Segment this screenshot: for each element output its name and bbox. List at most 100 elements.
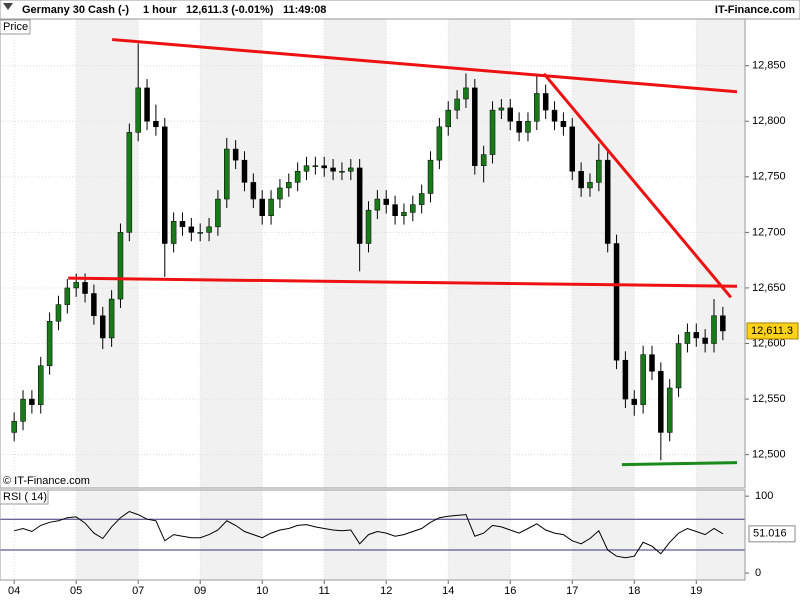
- y-tick-label: 100: [755, 490, 773, 502]
- rsi-frame: [0, 489, 746, 581]
- x-tick-label: 19: [690, 585, 702, 597]
- interval: 1 hour: [143, 4, 177, 16]
- candle-body: [410, 204, 416, 213]
- candle-body: [170, 221, 177, 244]
- y-tick-label: 0: [755, 567, 761, 579]
- y-tick-label: 12,650: [752, 282, 786, 294]
- candle-body: [321, 165, 327, 169]
- candle-body: [613, 243, 620, 361]
- candle-body: [259, 198, 265, 216]
- y-tick-label: 12,500: [752, 449, 786, 461]
- last-price-box: [746, 322, 799, 340]
- day-band: [696, 490, 745, 580]
- candle-body: [427, 159, 434, 194]
- last-price-label: 12,611.3: [751, 325, 793, 337]
- panel-label-box: [0, 19, 31, 35]
- price-frame: [0, 18, 746, 489]
- day-band: [324, 19, 387, 488]
- time: 11:49:08: [283, 4, 326, 16]
- y-tick-label: 12,700: [752, 226, 786, 238]
- y-tick-label: 12,750: [752, 171, 786, 183]
- x-tick-label: 14: [442, 585, 454, 597]
- candle-body: [684, 332, 691, 344]
- day-band: [76, 19, 139, 488]
- candle-body: [330, 167, 336, 172]
- candle-body: [436, 126, 443, 161]
- y-tick-label: 12,850: [752, 60, 786, 72]
- candle-body: [525, 120, 531, 133]
- candle-body: [241, 159, 248, 183]
- panel-label: Price: [3, 21, 28, 33]
- quote: 12,611.3 (-0.01%): [186, 4, 274, 16]
- candle-body: [463, 87, 469, 100]
- candle-body: [197, 232, 203, 234]
- candle-body: [507, 107, 513, 122]
- x-tick-label: 05: [70, 585, 82, 597]
- candle-body: [702, 337, 708, 344]
- candle-body: [303, 165, 310, 172]
- x-tick-label: 04: [8, 585, 20, 597]
- instrument: Germany 30 Cash (-): [22, 4, 129, 16]
- y-tick-label: 12,800: [752, 115, 786, 127]
- x-tick-label: 12: [380, 585, 392, 597]
- candle-body: [472, 87, 478, 166]
- candle-body: [188, 226, 195, 233]
- x-tick-label: 18: [628, 585, 640, 597]
- day-band: [448, 19, 511, 488]
- candle-body: [587, 182, 593, 189]
- candle-body: [480, 154, 487, 166]
- candle-body: [20, 398, 26, 422]
- candle-body: [392, 204, 398, 216]
- candle-body: [179, 221, 186, 228]
- candle-body: [631, 398, 638, 405]
- candle-body: [108, 298, 115, 339]
- candle-body: [162, 126, 168, 244]
- brand: IT-Finance.com: [715, 4, 795, 16]
- last-value-label: 51.016: [753, 528, 787, 540]
- candle-body: [640, 354, 646, 405]
- rsi-line: [14, 510, 724, 559]
- candle-body: [365, 209, 372, 244]
- candle-body: [445, 109, 451, 128]
- candle-body: [534, 93, 540, 122]
- day-band: [76, 490, 139, 580]
- candle-body: [91, 293, 97, 316]
- candle-body: [596, 159, 602, 183]
- candle-body: [551, 109, 558, 122]
- y-tick-label: 12,550: [752, 393, 786, 405]
- candle-body: [542, 93, 549, 111]
- candle-body: [516, 120, 522, 133]
- candle-body: [232, 148, 239, 161]
- candle-body: [312, 165, 319, 167]
- trendline: [112, 38, 738, 94]
- candle-body: [658, 371, 664, 433]
- trendline: [68, 276, 738, 288]
- candle-body: [675, 343, 682, 389]
- candle-body: [578, 171, 584, 189]
- candle-body: [374, 198, 381, 211]
- candle-body: [215, 198, 221, 228]
- candle-body: [489, 109, 496, 155]
- x-tick-label: 17: [566, 585, 578, 597]
- candle-body: [277, 187, 283, 200]
- panel-label: RSI ( 14): [3, 491, 47, 503]
- trendline: [542, 72, 732, 299]
- x-tick-label: 11: [319, 585, 330, 597]
- candle-body: [135, 87, 141, 133]
- candle-body: [401, 212, 407, 216]
- menu-icon[interactable]: [3, 3, 13, 10]
- candle-body: [224, 148, 230, 200]
- candle-body: [356, 167, 363, 244]
- candle-body: [720, 315, 726, 332]
- candle-body: [454, 98, 460, 111]
- candle-body: [666, 387, 673, 433]
- day-band: [200, 19, 263, 488]
- candle-body: [711, 315, 717, 344]
- candle-body: [560, 120, 567, 128]
- x-tick-label: 07: [132, 585, 144, 597]
- day-band: [572, 490, 635, 580]
- x-tick-label: 16: [504, 585, 516, 597]
- candle-body: [73, 282, 79, 289]
